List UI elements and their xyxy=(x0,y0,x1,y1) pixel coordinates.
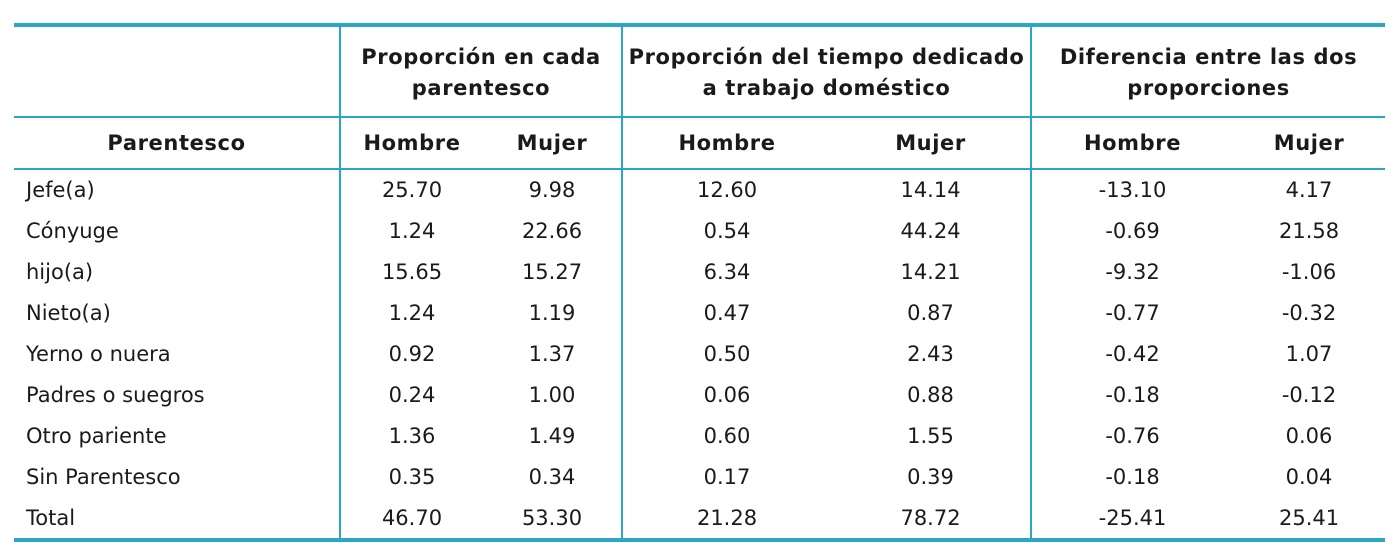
table-cell: 1.36 xyxy=(388,423,436,448)
table-row: Padres o suegros 0.24 1.00 0.06 0.88 -0.18 -0.… xyxy=(14,374,1385,416)
sub-header-mujer-1: Mujer xyxy=(483,117,624,170)
table-cell: 0.87 xyxy=(831,292,1033,334)
table-cell: -0.32 xyxy=(1281,301,1337,326)
table-cell: 0.54 xyxy=(703,219,751,244)
table-cell: 6.34 xyxy=(703,260,751,285)
group-header-proportion-line1: Proporción en cada xyxy=(361,44,601,69)
table-cell: -9.32 xyxy=(1105,260,1160,285)
sub-header-mujer-3: Mujer xyxy=(1233,117,1386,170)
table-cell: 0.47 xyxy=(703,301,751,326)
table-cell: 0.34 xyxy=(483,456,624,498)
data-table-container: Proporción en cada parentesco Proporción… xyxy=(14,23,1386,543)
table-cell: -1.06 xyxy=(1281,260,1337,285)
table-cell: 1.19 xyxy=(483,292,624,334)
table-cell: 21.28 xyxy=(622,497,832,543)
row-label: Cónyuge xyxy=(14,210,341,252)
table-row: Total 46.70 53.30 21.28 78.72 -25.41 25.41 xyxy=(14,497,1386,543)
table-cell: 0.35 xyxy=(388,464,436,489)
table-row: hijo(a) 15.65 15.27 6.34 14.21 -9.32 -1.06 xyxy=(14,251,1385,293)
row-label: Otro pariente xyxy=(14,415,341,457)
group-header-difference-line1: Diferencia entre las dos xyxy=(1059,44,1358,69)
table-cell: 15.65 xyxy=(381,260,443,285)
table-cell: 4.17 xyxy=(1285,178,1333,203)
table-cell: -0.18 xyxy=(1105,464,1160,489)
sub-header-hombre-3: Hombre xyxy=(1031,117,1234,170)
group-header-time-share-line2: a trabajo doméstico xyxy=(702,75,951,100)
kinship-domestic-work-table: Proporción en cada parentesco Proporción… xyxy=(14,23,1386,543)
group-header-difference-line2: proporciones xyxy=(1127,75,1290,100)
table-cell: 1.49 xyxy=(483,415,624,457)
table-row: Yerno o nuera 0.92 1.37 0.50 2.43 -0.42 1.07 xyxy=(14,333,1385,375)
table-cell: 0.88 xyxy=(831,374,1033,416)
table-cell: 25.41 xyxy=(1233,497,1386,543)
group-header-difference: Diferencia entre las dos proporciones xyxy=(1031,23,1386,118)
group-header-row: Proporción en cada parentesco Proporción… xyxy=(14,23,1386,118)
row-label: hijo(a) xyxy=(14,251,341,293)
table-cell: 0.39 xyxy=(831,456,1033,498)
table-cell: 78.72 xyxy=(831,497,1033,543)
sub-header-row: Parentesco Hombre Mujer Hombre Mujer Hom… xyxy=(14,117,1386,170)
table-cell: 0.06 xyxy=(1285,423,1333,448)
table-cell: 25.70 xyxy=(381,178,443,203)
group-header-proportion: Proporción en cada parentesco xyxy=(340,23,624,118)
group-header-time-share-line1: Proporción del tiempo dedicado xyxy=(628,44,1025,69)
row-label: Sin Parentesco xyxy=(14,456,341,498)
table-cell: -13.10 xyxy=(1098,178,1167,203)
table-cell: 0.06 xyxy=(703,382,751,407)
table-cell: 0.17 xyxy=(703,464,751,489)
table-cell: 1.24 xyxy=(388,219,436,244)
table-cell: -0.76 xyxy=(1105,423,1160,448)
table-cell: 14.14 xyxy=(831,169,1033,211)
group-header-time-share: Proporción del tiempo dedicado a trabajo… xyxy=(622,23,1033,118)
table-cell: 0.60 xyxy=(703,423,751,448)
table-cell: 0.24 xyxy=(388,382,436,407)
sub-header-hombre-1: Hombre xyxy=(340,117,483,170)
table-cell: -0.18 xyxy=(1105,382,1160,407)
row-label: Yerno o nuera xyxy=(14,333,341,375)
sub-header-mujer-2: Mujer xyxy=(831,117,1033,170)
table-row: Cónyuge 1.24 22.66 0.54 44.24 -0.69 21.58 xyxy=(14,210,1385,252)
table-cell: 0.92 xyxy=(388,342,436,366)
table-cell: 1.24 xyxy=(388,301,436,326)
table-cell: 1.00 xyxy=(483,374,624,416)
table-cell: 21.58 xyxy=(1278,219,1340,244)
table-cell: 14.21 xyxy=(831,251,1033,293)
table-row: Jefe(a) 25.70 9.98 12.60 14.14 -13.10 4.17 xyxy=(14,169,1385,211)
table-cell: 1.07 xyxy=(1285,342,1333,366)
table-cell: -0.77 xyxy=(1105,301,1160,326)
row-label: Padres o suegros xyxy=(14,374,341,416)
table-cell: 0.50 xyxy=(703,342,751,366)
table-cell: -25.41 xyxy=(1031,497,1234,543)
row-label: Total xyxy=(14,497,341,543)
group-header-proportion-line2: parentesco xyxy=(411,75,551,100)
table-cell: 44.24 xyxy=(831,210,1033,252)
row-label: Nieto(a) xyxy=(14,292,341,334)
table-row: Sin Parentesco 0.35 0.34 0.17 0.39 -0.18 0.04 xyxy=(14,456,1385,498)
table-row: Nieto(a) 1.24 1.19 0.47 0.87 -0.77 -0.32 xyxy=(14,292,1385,334)
table-cell: -0.69 xyxy=(1105,219,1160,244)
table-cell: -0.42 xyxy=(1105,342,1160,366)
table-cell: 9.98 xyxy=(483,169,624,211)
table-cell: 1.55 xyxy=(831,415,1033,457)
table-cell: 53.30 xyxy=(483,497,624,543)
table-cell: 1.37 xyxy=(483,333,624,375)
table-cell: 46.70 xyxy=(340,497,483,543)
row-label: Jefe(a) xyxy=(14,169,341,211)
table-cell: 0.04 xyxy=(1285,464,1333,489)
table-body: Jefe(a) 25.70 9.98 12.60 14.14 -13.10 4.17 Cóny… xyxy=(14,169,1386,543)
table-cell: 12.60 xyxy=(696,178,758,203)
table-cell: 15.27 xyxy=(483,251,624,293)
group-header-empty xyxy=(14,23,341,118)
sub-header-hombre-2: Hombre xyxy=(622,117,832,170)
table-cell: -0.12 xyxy=(1281,382,1337,407)
table-cell: 22.66 xyxy=(483,210,624,252)
row-header-label: Parentesco xyxy=(14,117,341,170)
table-cell: 2.43 xyxy=(831,333,1033,375)
table-row: Otro pariente 1.36 1.49 0.60 1.55 -0.76 0.06 xyxy=(14,415,1385,457)
